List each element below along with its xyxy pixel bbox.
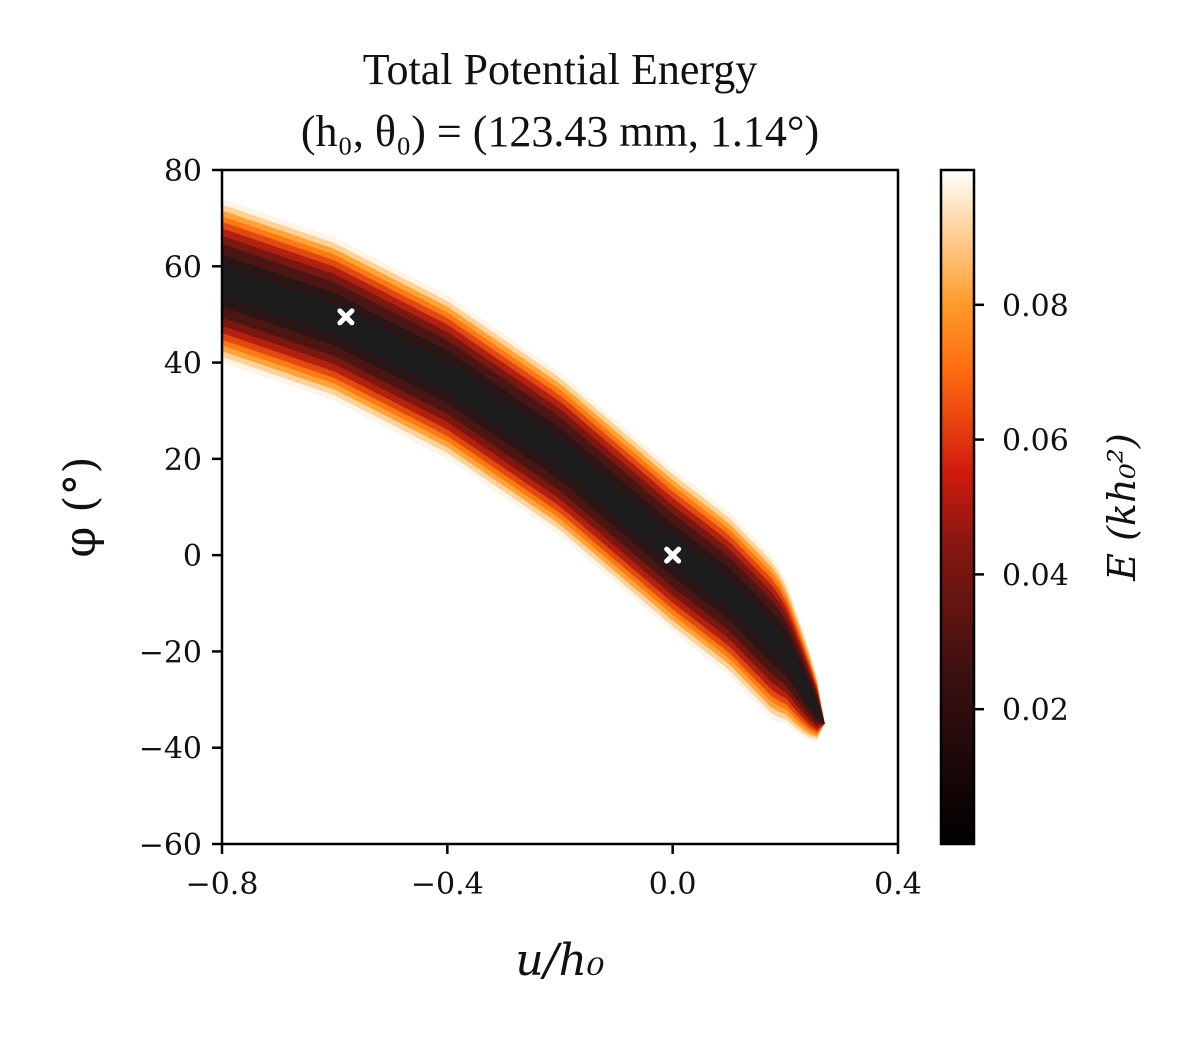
x-tick-label: −0.8 <box>186 867 259 902</box>
x-tick-label: 0.4 <box>874 867 922 902</box>
colorbar-ticks: 0.08 0.06 0.04 0.02 <box>974 289 1069 728</box>
colorbar-tick-label: 0.06 <box>1002 424 1069 459</box>
colorbar-tick-label: 0.04 <box>1002 558 1069 593</box>
y-tick-label: 0 <box>183 539 202 574</box>
y-axis: 80 60 40 20 0 −20 −40 −60 <box>139 154 222 863</box>
y-tick-label: 80 <box>164 154 202 189</box>
y-tick-label: 60 <box>164 250 202 285</box>
minimum-marker-0 <box>337 308 355 326</box>
y-tick-label: 20 <box>164 443 202 478</box>
plot-frame <box>220 168 900 846</box>
x-tick-label: 0.0 <box>649 867 697 902</box>
chart-title: Total Potential Energy <box>363 45 757 94</box>
colorbar-tick-label: 0.02 <box>1002 693 1069 728</box>
minimum-marker-1 <box>664 546 682 564</box>
y-axis-label: φ (°) <box>55 456 106 557</box>
y-tick-label: 40 <box>164 347 202 382</box>
colorbar-label: E (kh₀²) <box>1100 433 1144 581</box>
colorbar <box>939 168 976 846</box>
heatmap-layer <box>222 199 825 742</box>
x-tick-label: −0.4 <box>411 867 484 902</box>
y-tick-label: −60 <box>139 828 202 863</box>
y-tick-label: −40 <box>139 732 202 767</box>
minima-markers <box>337 308 682 564</box>
x-axis-label: u/h₀ <box>515 935 605 986</box>
y-tick-label: −20 <box>139 635 202 670</box>
x-axis: −0.8 −0.4 0.0 0.4 <box>186 844 922 902</box>
chart-subtitle: (h₀, θ₀) = (123.43 mm, 1.14°) <box>301 107 819 156</box>
colorbar-tick-label: 0.08 <box>1002 289 1069 324</box>
energy-band-9 <box>222 266 825 724</box>
